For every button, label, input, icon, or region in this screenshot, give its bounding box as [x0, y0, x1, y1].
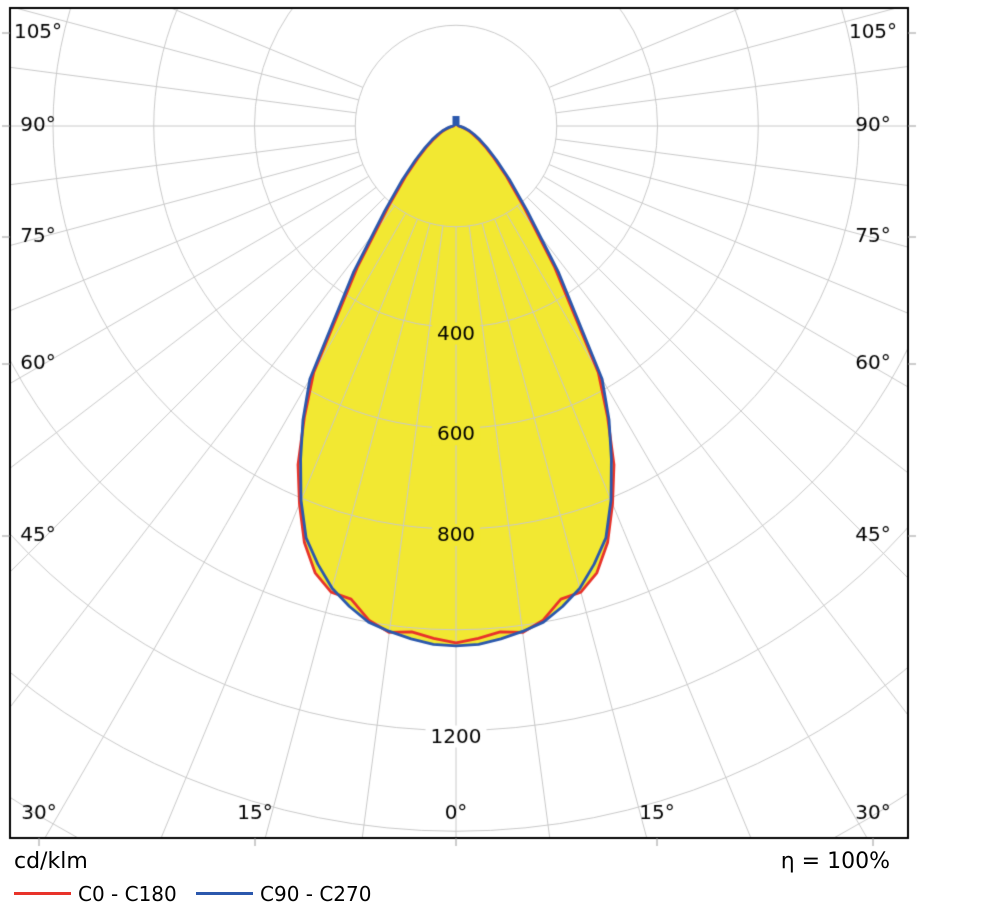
- c90-line-swatch: [196, 892, 253, 895]
- legend-label-c90: C90 - C270: [260, 882, 372, 906]
- legend: cd/klm C0 - C180 C90 - C270: [14, 849, 371, 906]
- unit-label: cd/klm: [14, 849, 88, 874]
- legend-label-c0: C0 - C180: [78, 882, 177, 906]
- efficiency-label: η = 100%: [780, 849, 890, 874]
- c0-line-swatch: [14, 892, 71, 895]
